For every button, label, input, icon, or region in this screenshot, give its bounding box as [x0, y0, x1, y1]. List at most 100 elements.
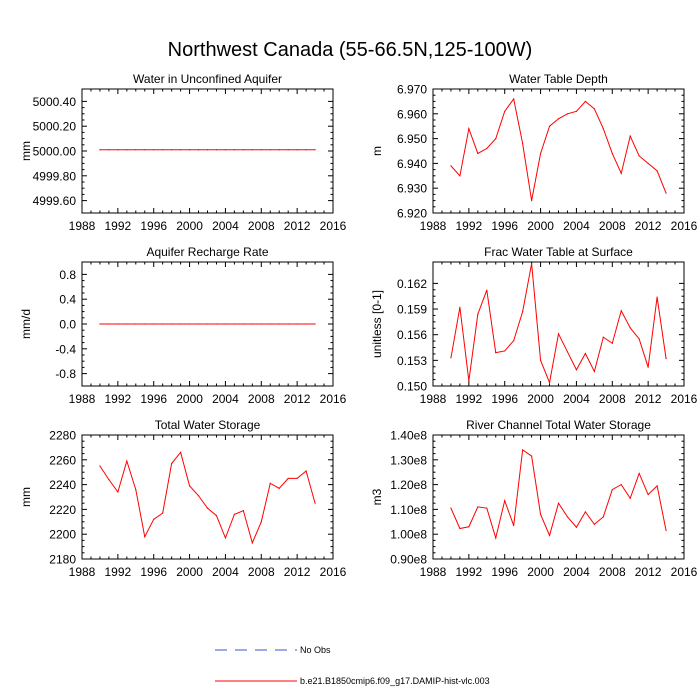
x-tick-label: 2004 [563, 565, 590, 579]
data-point [539, 359, 542, 361]
x-tick-label: 2016 [320, 565, 347, 579]
data-point [593, 370, 595, 373]
plot-frame [81, 434, 334, 560]
data-point [486, 147, 488, 150]
data-point [180, 323, 182, 325]
data-point [566, 113, 569, 115]
data-point [269, 323, 271, 325]
data-point [162, 149, 164, 151]
data-point [593, 108, 595, 110]
y-tick-label: 5000.20 [33, 120, 77, 134]
data-point [153, 149, 155, 151]
data-point [602, 128, 604, 130]
data-point [162, 323, 164, 325]
x-tick-label: 1992 [456, 565, 483, 579]
data-point [99, 465, 101, 467]
legend: No Obs b.e21.B1850cmip6.f09_g17.DAMIP-hi… [215, 645, 490, 686]
x-tick-label: 2012 [284, 392, 311, 406]
plot-frame [432, 88, 685, 214]
data-point [162, 512, 164, 514]
data-point [504, 110, 506, 112]
x-tick-label: 1996 [491, 565, 518, 579]
x-tick-label: 1996 [140, 392, 167, 406]
data-point [296, 149, 298, 151]
x-tick-label: 1988 [69, 219, 96, 233]
y-tick-label: 1.40e8 [390, 429, 427, 443]
x-tick-label: 2008 [248, 219, 275, 233]
data-point [242, 510, 244, 512]
data-point [629, 135, 631, 137]
y-tick-label: -0.4 [55, 342, 76, 356]
y-axis-label: mm [19, 487, 33, 507]
data-point [638, 472, 640, 475]
data-point [215, 323, 218, 325]
data-point [215, 515, 218, 517]
panel-title: Total Water Storage [155, 418, 261, 432]
data-point [504, 500, 506, 502]
x-tick-label: 1996 [491, 219, 518, 233]
data-point [314, 149, 316, 151]
data-point [314, 502, 316, 504]
data-point [305, 470, 307, 472]
x-tick-label: 2008 [599, 392, 626, 406]
data-point [584, 352, 586, 355]
data-point [278, 487, 280, 489]
y-tick-label: 6.920 [397, 207, 427, 221]
data-point [99, 149, 101, 151]
data-point [153, 518, 155, 520]
y-tick-label: 4999.80 [33, 169, 77, 183]
chart-panel-5: Total Water Storage 1988 1992 1996 2000 2004 2… [19, 418, 347, 579]
data-point [215, 149, 218, 151]
data-point [656, 170, 658, 172]
y-tick-label: 6.940 [397, 157, 427, 171]
x-tick-label: 2008 [599, 219, 626, 233]
x-tick-label: 2000 [176, 392, 203, 406]
data-point [153, 323, 155, 325]
data-point [117, 323, 119, 325]
data-point [450, 165, 452, 167]
y-tick-label: 0.150 [397, 380, 427, 394]
data-point [269, 482, 271, 484]
data-point [513, 524, 515, 527]
y-tick-label: 0.4 [59, 293, 76, 307]
data-point [593, 523, 595, 525]
x-tick-label: 2004 [212, 565, 239, 579]
x-tick-label: 1992 [105, 565, 132, 579]
data-point [575, 369, 578, 371]
y-tick-label: 6.930 [397, 182, 427, 196]
data-point [117, 491, 119, 493]
data-point [108, 479, 110, 481]
data-point [99, 323, 101, 325]
y-tick-label: 5000.00 [33, 145, 77, 159]
data-point [513, 340, 515, 342]
data-point [260, 149, 262, 151]
data-point [629, 327, 631, 329]
data-point [647, 493, 649, 496]
data-point [477, 152, 479, 155]
data-point [602, 516, 604, 518]
data-point [224, 149, 227, 151]
x-tick-label: 2012 [635, 392, 662, 406]
data-point [557, 333, 560, 335]
data-point [135, 323, 137, 325]
data-point [278, 323, 280, 325]
data-point [305, 323, 307, 325]
data-point [665, 529, 667, 532]
data-point [287, 323, 289, 325]
plot-frame [432, 434, 685, 560]
data-point [522, 142, 524, 145]
x-tick-label: 2008 [248, 565, 275, 579]
data-point [180, 451, 182, 453]
y-tick-label: 1.00e8 [390, 528, 427, 542]
data-point [242, 149, 244, 151]
y-tick-label: 4999.60 [33, 194, 77, 208]
data-point [620, 484, 622, 486]
y-tick-label: 6.950 [397, 132, 427, 146]
data-point [188, 323, 191, 325]
data-point [135, 149, 137, 151]
data-point [566, 351, 569, 353]
data-point [620, 310, 622, 312]
data-point [575, 110, 578, 112]
data-point [197, 323, 200, 325]
y-tick-label: 1.30e8 [390, 453, 427, 467]
